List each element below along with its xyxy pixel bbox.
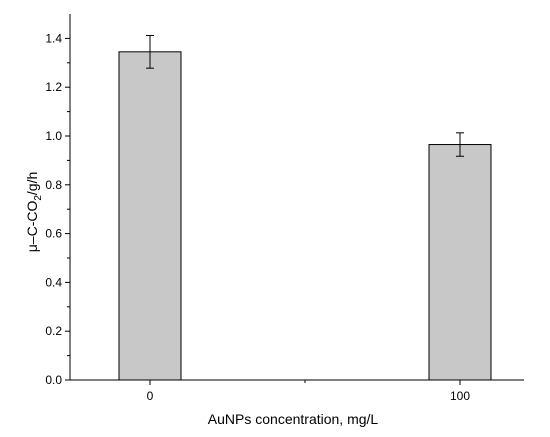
y-tick-label-0.2: 0.2 [45,324,62,338]
x-axis-title: AuNPs concentration, mg/L [208,411,379,427]
error-bars-group [146,34,464,157]
x-tick-label-100: 100 [450,389,470,403]
y-tick-label-0.6: 0.6 [45,227,62,241]
y-tick-label-1.2: 1.2 [45,80,62,94]
y-tick-label-0.4: 0.4 [45,275,62,289]
y-tick-label-0.0: 0.0 [45,373,62,387]
y-axis-title: μ–C-CO2/g/h [24,172,44,253]
axes-group [69,14,524,381]
y-tick-label-0.8: 0.8 [45,178,62,192]
y-axis-title-main: μ–C-CO [24,201,40,253]
y-axis-title-subscript: 2 [33,195,44,201]
x-tick-label-0: 0 [147,389,154,403]
y-tick-label-1.0: 1.0 [45,129,62,143]
y-ticks-group: 0.0 0.2 0.4 0.6 0.8 1.0 1.2 1.4 [45,31,70,387]
x-ticks-group: 0 100 [147,380,470,403]
bar-100 [428,144,492,381]
y-tick-label-1.4: 1.4 [45,31,62,45]
bar-0 [118,51,182,381]
y-axis-title-unit: /g/h [24,172,40,195]
bars-group [118,51,492,381]
